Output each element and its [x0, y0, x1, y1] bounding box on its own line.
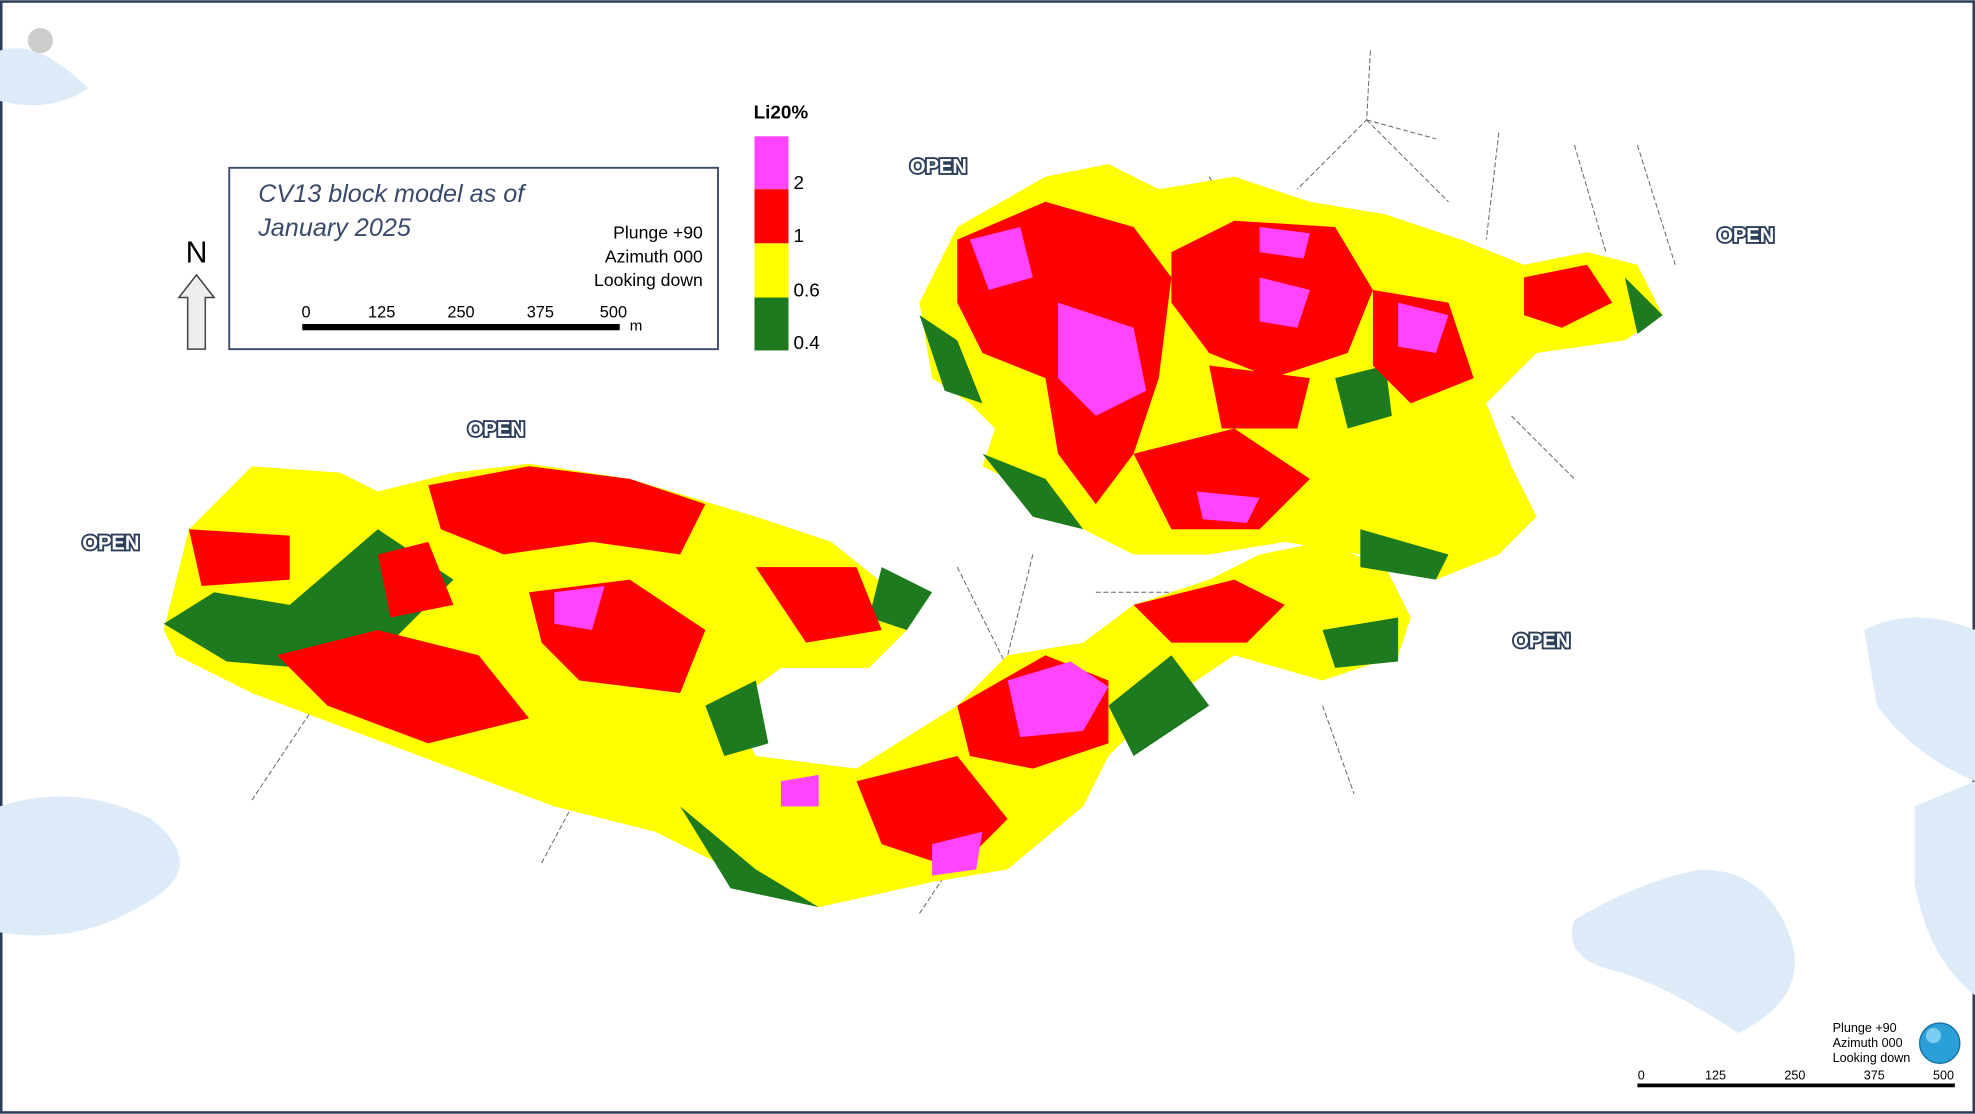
legend: Li20% 2 1 0.6 0.4 — [754, 103, 820, 355]
corner-scale-label: 250 — [1784, 1069, 1805, 1083]
view-text: Looking down — [594, 270, 703, 290]
inset-title: January 2025 — [257, 214, 412, 242]
legend-label: 0.4 — [794, 333, 820, 354]
open-label: OPEN — [82, 532, 139, 554]
corner-view: Azimuth 000 — [1833, 1036, 1903, 1050]
open-label: OPEN — [468, 419, 525, 441]
orebody-west — [163, 463, 1411, 908]
corner-scale-label: 0 — [1638, 1069, 1645, 1083]
corner-view: Looking down — [1833, 1051, 1911, 1065]
north-arrow: N — [177, 236, 216, 350]
legend-label: 0.6 — [794, 280, 820, 301]
scale-label: 125 — [368, 304, 395, 322]
corner-scale-label: 500 — [1933, 1069, 1954, 1083]
scale-label: 375 — [527, 304, 554, 322]
orebody-east — [919, 164, 1663, 580]
open-label: OPEN — [1717, 225, 1774, 247]
legend-title: Li20% — [754, 103, 809, 124]
legend-label: 1 — [794, 226, 804, 247]
legend-label: 2 — [794, 173, 804, 194]
open-label: OPEN — [1513, 631, 1570, 653]
inset-box: CV13 block model as of January 2025 Plun… — [228, 166, 719, 351]
open-label: OPEN — [910, 156, 967, 178]
corner-scale-label: 375 — [1864, 1069, 1885, 1083]
scale-label: 500 — [600, 304, 627, 322]
north-label: N — [186, 236, 208, 269]
corner-info: Plunge +90 Azimuth 000 Looking down 0 12… — [1637, 1021, 1961, 1088]
scale-label: 250 — [447, 304, 474, 322]
view-text: Plunge +90 — [613, 222, 703, 242]
scale-label: 0 — [302, 304, 311, 322]
scale-unit: m — [630, 317, 643, 334]
app-icon[interactable] — [27, 27, 53, 54]
corner-view: Plunge +90 — [1833, 1021, 1897, 1035]
water — [0, 48, 1975, 1034]
inset-title: CV13 block model as of — [258, 180, 527, 208]
drill-traces — [251, 50, 1676, 914]
corner-scale-label: 125 — [1705, 1069, 1726, 1083]
view-text: Azimuth 000 — [605, 246, 703, 266]
